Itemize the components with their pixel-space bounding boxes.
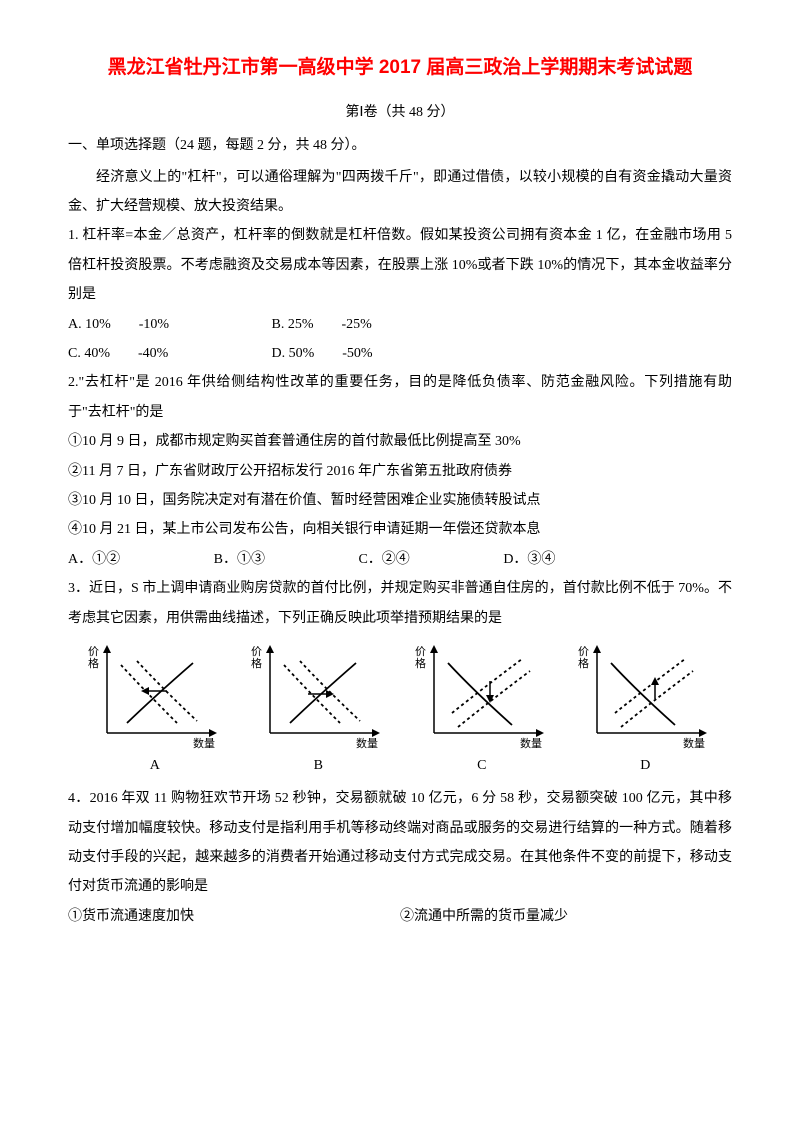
svg-text:价: 价 (578, 645, 589, 658)
q1-stem: 1. 杠杆率=本金／总资产，杠杆率的倒数就是杠杆倍数。假如某投资公司拥有资本金 … (68, 221, 732, 309)
svg-text:格: 格 (578, 656, 589, 670)
q2-stem: 2."去杠杆"是 2016 年供给侧结构性改革的重要任务，目的是降低负债率、防范… (68, 368, 732, 427)
intro-paragraph: 经济意义上的"杠杆"，可以通俗理解为"四两拨千斤"，即通过借债，以较小规模的自有… (68, 163, 732, 222)
q1-option-b: B. 25% -25% (272, 317, 372, 332)
svg-text:价: 价 (415, 645, 426, 658)
q3-label-b: B (248, 751, 388, 780)
svg-text:格: 格 (88, 656, 99, 670)
q4-item2: ②流通中所需的货币量减少 (400, 902, 568, 931)
q1-option-c: C. 40% -40% (68, 339, 268, 368)
q3-stem: 3．近日，S 市上调申请商业购房贷款的首付比例，并规定购买非普通自住房的，首付款… (68, 574, 732, 633)
q1-option-a: A. 10% -10% (68, 310, 268, 339)
svg-text:格: 格 (415, 656, 426, 670)
q1-options-row1: A. 10% -10% B. 25% -25% (68, 310, 732, 339)
q2-item2: ②11 月 7 日，广东省财政厅公开招标发行 2016 年广东省第五批政府债券 (68, 457, 732, 486)
q2-option-c: C．②④ (358, 545, 409, 574)
svg-text:格: 格 (251, 656, 262, 670)
q2-item4: ④10 月 21 日，某上市公司发布公告，向相关银行申请延期一年偿还贷款本息 (68, 515, 732, 544)
svg-text:价: 价 (251, 645, 262, 658)
q1-options-row2: C. 40% -40% D. 50% -50% (68, 339, 732, 368)
q3-charts: 价 格 数量 价 格 数量 价 格 (68, 641, 732, 751)
q3-label-d: D (575, 751, 715, 780)
svg-text:数量: 数量 (520, 737, 542, 750)
svg-text:数量: 数量 (356, 737, 378, 750)
q2-options: A．①② B．①③ C．②④ D．③④ (68, 545, 732, 574)
q3-label-c: C (412, 751, 552, 780)
q4-item1: ①货币流通速度加快 (68, 902, 400, 931)
q4-items: ①货币流通速度加快 ②流通中所需的货币量减少 (68, 902, 732, 931)
chart-d: 价 格 数量 (575, 641, 715, 751)
section-heading: 一、单项选择题（24 题，每题 2 分，共 48 分）。 (68, 131, 732, 160)
q2-option-d: D．③④ (503, 545, 555, 574)
q3-chart-labels: A B C D (68, 751, 732, 780)
q3-label-a: A (85, 751, 225, 780)
q1-option-d: D. 50% -50% (272, 346, 373, 361)
chart-c: 价 格 数量 (412, 641, 552, 751)
q4-stem: 4．2016 年双 11 购物狂欢节开场 52 秒钟，交易额就破 10 亿元，6… (68, 784, 732, 902)
q2-item1: ①10 月 9 日，成都市规定购买首套普通住房的首付款最低比例提高至 30% (68, 427, 732, 456)
q2-option-a: A．①② (68, 545, 120, 574)
chart-b: 价 格 数量 (248, 641, 388, 751)
q2-option-b: B．①③ (214, 545, 265, 574)
q2-item3: ③10 月 10 日，国务院决定对有潜在价值、暂时经营困难企业实施债转股试点 (68, 486, 732, 515)
ylabel-icon: 价 (88, 645, 99, 658)
chart-a: 价 格 数量 (85, 641, 225, 751)
exam-subtitle: 第Ⅰ卷（共 48 分） (68, 98, 732, 127)
svg-text:数量: 数量 (683, 737, 705, 750)
xlabel-icon: 数量 (193, 737, 215, 750)
exam-title: 黑龙江省牡丹江市第一高级中学 2017 届高三政治上学期期末考试试题 (68, 48, 732, 88)
